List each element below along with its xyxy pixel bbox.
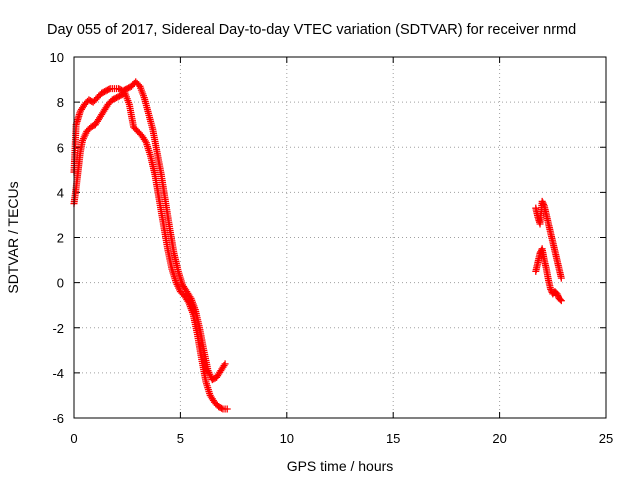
data-point — [105, 85, 113, 93]
data-point — [554, 291, 562, 299]
data-point — [538, 197, 546, 205]
grid-lines — [74, 57, 606, 418]
x-tick-label: 25 — [599, 431, 613, 446]
x-tick-label: 0 — [70, 431, 77, 446]
y-tick-label: 6 — [57, 140, 64, 155]
data-point — [223, 405, 231, 413]
x-axis-label: GPS time / hours — [287, 458, 394, 474]
data-point — [553, 290, 561, 298]
data-point — [557, 274, 565, 282]
data-points — [70, 78, 565, 413]
data-point — [557, 297, 565, 305]
data-point — [539, 199, 547, 207]
series-evening-arc-upper — [532, 197, 565, 282]
y-tick-label: 8 — [57, 95, 64, 110]
y-tick-label: -2 — [52, 321, 64, 336]
x-tick-label: 10 — [280, 431, 294, 446]
y-tick-label: 0 — [57, 276, 64, 291]
y-tick-label: 4 — [57, 185, 64, 200]
data-point — [556, 296, 564, 304]
series-evening-arc-lower — [532, 245, 565, 305]
data-point — [218, 404, 226, 412]
plot-frame — [73, 56, 607, 419]
y-tick-label: 10 — [50, 50, 64, 65]
y-tick-label: 2 — [57, 231, 64, 246]
y-tick-label: -4 — [52, 366, 64, 381]
chart-title: Day 055 of 2017, Sidereal Day-to-day VTE… — [47, 22, 576, 38]
data-point — [547, 285, 555, 293]
y-tick-label: -6 — [52, 411, 64, 426]
x-tick-label: 20 — [492, 431, 506, 446]
series-main-arc-lower — [70, 89, 231, 413]
data-point — [221, 360, 229, 368]
y-axis-label: SDTVAR / TECUs — [5, 181, 21, 293]
x-tick-label: 15 — [386, 431, 400, 446]
data-point — [540, 200, 548, 208]
axis-ticks: 0 5 10 15 20 25 -6 -4 -2 0 2 4 6 8 10 — [50, 50, 614, 446]
x-tick-label: 5 — [177, 431, 184, 446]
